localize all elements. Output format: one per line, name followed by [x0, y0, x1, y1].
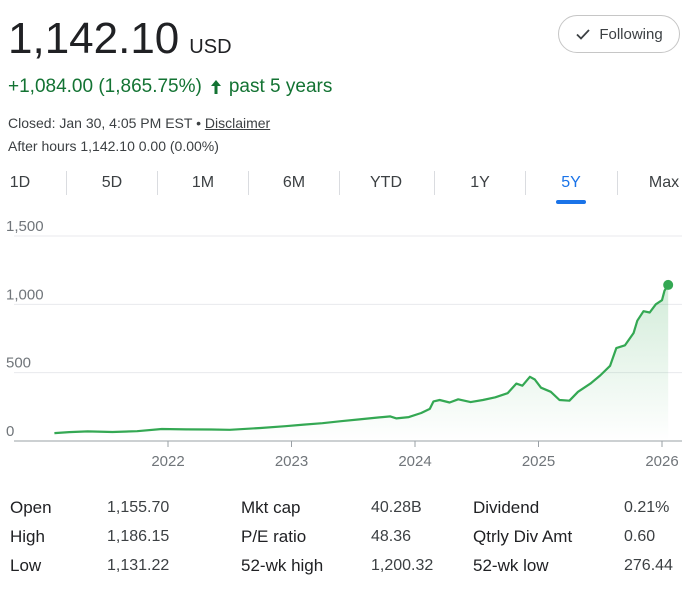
current-price: 1,142.10 [8, 14, 180, 63]
y-tick-label: 0 [6, 423, 14, 440]
stat-label-52wk-high: 52-wk high [241, 556, 324, 575]
after-hours-info: After hours 1,142.10 0.00 (0.00%) [8, 138, 219, 154]
range-tabs: 1D 5D 1M 6M YTD 1Y 5Y Max [0, 168, 696, 204]
tab-max[interactable]: Max [648, 174, 680, 191]
tab-1d[interactable]: 1D [9, 174, 31, 191]
stat-value-dividend: 0.21% [624, 499, 670, 516]
x-tick-label: 2024 [398, 453, 431, 470]
close-info: Closed: Jan 30, 4:05 PM EST • Disclaimer [8, 115, 270, 131]
y-tick-label: 1,000 [6, 286, 44, 303]
following-label: Following [599, 25, 663, 43]
tab-5d[interactable]: 5D [101, 174, 123, 191]
stat-label-high: High [10, 527, 45, 546]
check-icon [575, 26, 591, 42]
latest-price-dot [663, 279, 674, 290]
stat-label-dividend: Dividend [473, 498, 540, 517]
closed-time: Closed: Jan 30, 4:05 PM EST • [8, 115, 201, 131]
price-header: 1,142.10 USD [8, 12, 232, 66]
stat-label-mkt-cap: Mkt cap [241, 498, 301, 517]
stat-value-52wk-low: 276.44 [624, 557, 673, 574]
stat-label-pe-ratio: P/E ratio [241, 527, 307, 546]
tab-divider [617, 171, 618, 195]
stat-label-open: Open [10, 498, 52, 517]
stat-value-high: 1,186.15 [107, 528, 170, 545]
tab-1m[interactable]: 1M [191, 174, 215, 191]
change-value: +1,084.00 (1,865.75%) [8, 76, 202, 97]
price-chart-svg: 1,500 1,000 500 0 2022 2023 2024 2025 2026 [6, 218, 682, 470]
x-tick-label: 2025 [522, 453, 555, 470]
tab-6m[interactable]: 6M [282, 174, 306, 191]
price-change: +1,084.00 (1,865.75%) past 5 years [8, 76, 332, 98]
tab-divider [66, 171, 67, 195]
y-tick-label: 500 [6, 355, 31, 372]
price-area [54, 284, 669, 441]
tab-ytd[interactable]: YTD [370, 174, 402, 191]
stat-value-pe-ratio: 48.36 [371, 528, 412, 545]
tab-5y[interactable]: 5Y [541, 168, 601, 198]
x-tick-label: 2022 [151, 453, 184, 470]
tab-divider [157, 171, 158, 195]
change-period: past 5 years [228, 76, 333, 97]
stat-value-mkt-cap: 40.28B [371, 499, 422, 516]
disclaimer-link[interactable]: Disclaimer [204, 115, 271, 131]
stat-label-low: Low [10, 556, 42, 575]
x-tick-label: 2026 [645, 453, 678, 470]
currency-label: USD [189, 36, 232, 58]
stat-label-qtrly-div: Qtrly Div Amt [473, 527, 573, 546]
tab-divider [434, 171, 435, 195]
stat-value-52wk-high: 1,200.32 [371, 557, 434, 574]
following-button[interactable]: Following [558, 15, 680, 53]
tab-divider [339, 171, 340, 195]
tab-divider [525, 171, 526, 195]
tab-1y[interactable]: 1Y [470, 174, 490, 191]
arrow-up-icon [208, 78, 224, 96]
stat-value-qtrly-div: 0.60 [624, 528, 656, 545]
stat-label-52wk-low: 52-wk low [473, 556, 549, 575]
y-tick-label: 1,500 [6, 218, 44, 235]
price-chart[interactable]: 1,500 1,000 500 0 2022 2023 2024 2025 2026 [0, 218, 696, 480]
tab-divider [248, 171, 249, 195]
stat-value-open: 1,155.70 [107, 499, 170, 516]
price-line [54, 284, 670, 435]
stat-value-low: 1,131.22 [107, 557, 170, 574]
x-tick-label: 2023 [275, 453, 308, 470]
